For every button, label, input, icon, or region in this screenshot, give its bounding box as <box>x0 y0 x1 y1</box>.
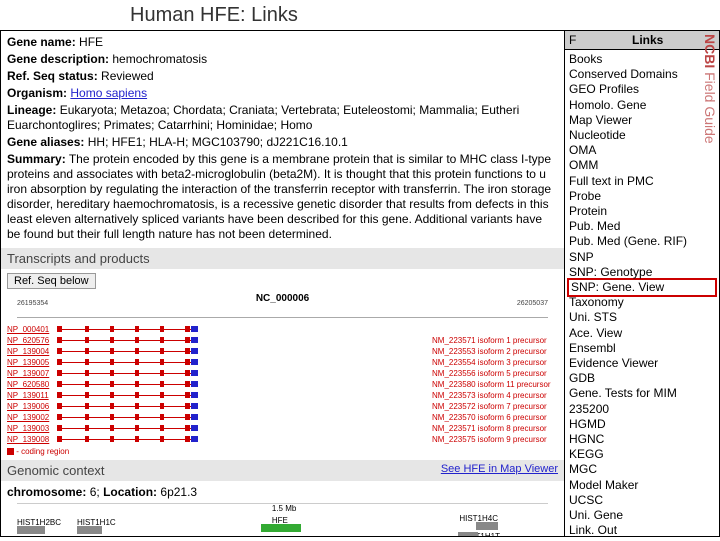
transcripts-header: Transcripts and products <box>1 248 564 269</box>
links-item[interactable]: UCSC <box>569 493 715 508</box>
links-item[interactable]: GEO Profiles <box>569 82 715 97</box>
links-item[interactable]: Taxonomy <box>569 295 715 310</box>
isoform-diagram: NP_000401 NP_620576 NM_223571 isoform 1 pr… <box>7 324 558 454</box>
links-item[interactable]: Ensembl <box>569 341 715 356</box>
lineage-row: Lineage: Eukaryota; Metazoa; Chordata; C… <box>7 103 558 133</box>
links-item[interactable]: OMA <box>569 143 715 158</box>
isoform-id[interactable]: NP_139007 <box>7 369 55 378</box>
tick-row: 26195354 26205037 <box>17 308 548 318</box>
links-item[interactable]: Full text in PMC <box>569 174 715 189</box>
genomic-location: chromosome: 6; Location: 6p21.3 <box>7 485 558 499</box>
isoform-row: NP_139002 NM_223570 isoform 6 precursor <box>7 412 558 422</box>
isoform-row: NP_139004 NM_223553 isoform 2 precursor <box>7 346 558 356</box>
side-label: NCBI Field Guide <box>702 34 718 144</box>
isoform-id[interactable]: NP_139006 <box>7 402 55 411</box>
refseq-below-button[interactable]: Ref. Seq below <box>7 273 96 289</box>
page-title: Human HFE: Links <box>0 0 720 30</box>
isoform-row: NP_139007 NM_223556 isoform 5 precursor <box>7 368 558 378</box>
links-item[interactable]: Map Viewer <box>569 113 715 128</box>
content-pane: Gene name: HFE Gene description: hemochr… <box>1 31 564 536</box>
map-viewer-link[interactable]: See HFE in Map Viewer <box>441 463 558 475</box>
links-item[interactable]: HGMD <box>569 417 715 432</box>
main: Gene name: HFE Gene description: hemochr… <box>0 30 720 537</box>
links-item[interactable]: HGNC <box>569 432 715 447</box>
links-item[interactable]: Protein <box>569 204 715 219</box>
isoform-id[interactable]: NP_620580 <box>7 380 55 389</box>
links-item[interactable]: Link. Out <box>569 523 715 538</box>
isoform-row: NP_139006 NM_223572 isoform 7 precursor <box>7 401 558 411</box>
isoform-row: NP_139005 NM_223554 isoform 3 precursor <box>7 357 558 367</box>
isoform-row: NP_139003 NM_223571 isoform 8 precursor <box>7 423 558 433</box>
isoform-label: NM_223553 isoform 2 precursor <box>428 347 558 356</box>
isoform-label: NM_223554 isoform 3 precursor <box>428 358 558 367</box>
genomic-header: Genomic context See HFE in Map Viewer <box>1 460 564 481</box>
isoform-row: NP_620576 NM_223571 isoform 1 precursor <box>7 335 558 345</box>
links-item[interactable]: OMM <box>569 158 715 173</box>
links-item[interactable]: Pub. Med (Gene. RIF) <box>569 234 715 249</box>
links-item[interactable]: Uni. STS <box>569 310 715 325</box>
links-item[interactable]: Uni. Gene <box>569 508 715 523</box>
isoform-label: NM_223572 isoform 7 precursor <box>428 402 558 411</box>
organism-row: Organism: Homo sapiens <box>7 86 558 101</box>
isoform-label: NM_223571 isoform 8 precursor <box>428 424 558 433</box>
links-item[interactable]: Model Maker <box>569 478 715 493</box>
links-item[interactable]: SNP <box>569 250 715 265</box>
links-item[interactable]: Conserved Domains <box>569 67 715 82</box>
isoform-row: NP_139008 NM_223575 isoform 9 precursor <box>7 434 558 444</box>
isoform-id[interactable]: NP_139008 <box>7 435 55 444</box>
links-item[interactable]: Evidence Viewer <box>569 356 715 371</box>
gene-desc-row: Gene description: hemochromatosis <box>7 52 558 67</box>
summary-row: Summary: The protein encoded by this gen… <box>7 152 558 242</box>
isoform-row: NP_139011 NM_223573 isoform 4 precursor <box>7 390 558 400</box>
isoform-label: NM_223556 isoform 5 precursor <box>428 369 558 378</box>
links-item[interactable]: Probe <box>569 189 715 204</box>
isoform-label: NM_223575 isoform 9 precursor <box>428 435 558 444</box>
isoform-id[interactable]: NP_139002 <box>7 413 55 422</box>
links-item[interactable]: Gene. Tests for MIM 235200 <box>569 386 715 416</box>
aliases-row: Gene aliases: HH; HFE1; HLA-H; MGC103790… <box>7 135 558 150</box>
links-item[interactable]: Pub. Med <box>569 219 715 234</box>
isoform-id[interactable]: NP_139005 <box>7 358 55 367</box>
nc-label: NC_000006 <box>7 293 558 304</box>
links-item[interactable]: Ace. View <box>569 326 715 341</box>
links-header: F Links <box>565 31 719 50</box>
links-item[interactable]: MGC <box>569 462 715 477</box>
isoform-id[interactable]: NP_139004 <box>7 347 55 356</box>
links-panel: F Links BooksConserved DomainsGEO Profil… <box>564 31 719 536</box>
isoform-label: NM_223570 isoform 6 precursor <box>428 413 558 422</box>
links-list: BooksConserved DomainsGEO ProfilesHomolo… <box>565 50 719 541</box>
links-item[interactable]: KEGG <box>569 447 715 462</box>
links-item[interactable]: Homolo. Gene <box>569 98 715 113</box>
links-item[interactable]: Books <box>569 52 715 67</box>
legend: - coding region <box>7 447 558 456</box>
isoform-label: NM_223573 isoform 4 precursor <box>428 391 558 400</box>
gene-name-row: Gene name: HFE <box>7 35 558 50</box>
isoform-id[interactable]: NP_139011 <box>7 391 55 400</box>
isoform-id[interactable]: NP_000401 <box>7 325 55 334</box>
isoform-row: NP_620580 NM_223580 isoform 11 precursor <box>7 379 558 389</box>
isoform-label: NM_223580 isoform 11 precursor <box>428 380 558 389</box>
refseq-row: Ref. Seq status: Reviewed <box>7 69 558 84</box>
links-item[interactable]: GDB <box>569 371 715 386</box>
genomic-track: HIST1H2BC HIST1H1C HFE HIST1H4C HIST1H1T… <box>17 503 548 536</box>
isoform-label: NM_223571 isoform 1 precursor <box>428 336 558 345</box>
links-item[interactable]: Nucleotide <box>569 128 715 143</box>
isoform-row: NP_000401 <box>7 324 558 334</box>
isoform-id[interactable]: NP_620576 <box>7 336 55 345</box>
organism-link[interactable]: Homo sapiens <box>70 86 147 100</box>
isoform-id[interactable]: NP_139003 <box>7 424 55 433</box>
